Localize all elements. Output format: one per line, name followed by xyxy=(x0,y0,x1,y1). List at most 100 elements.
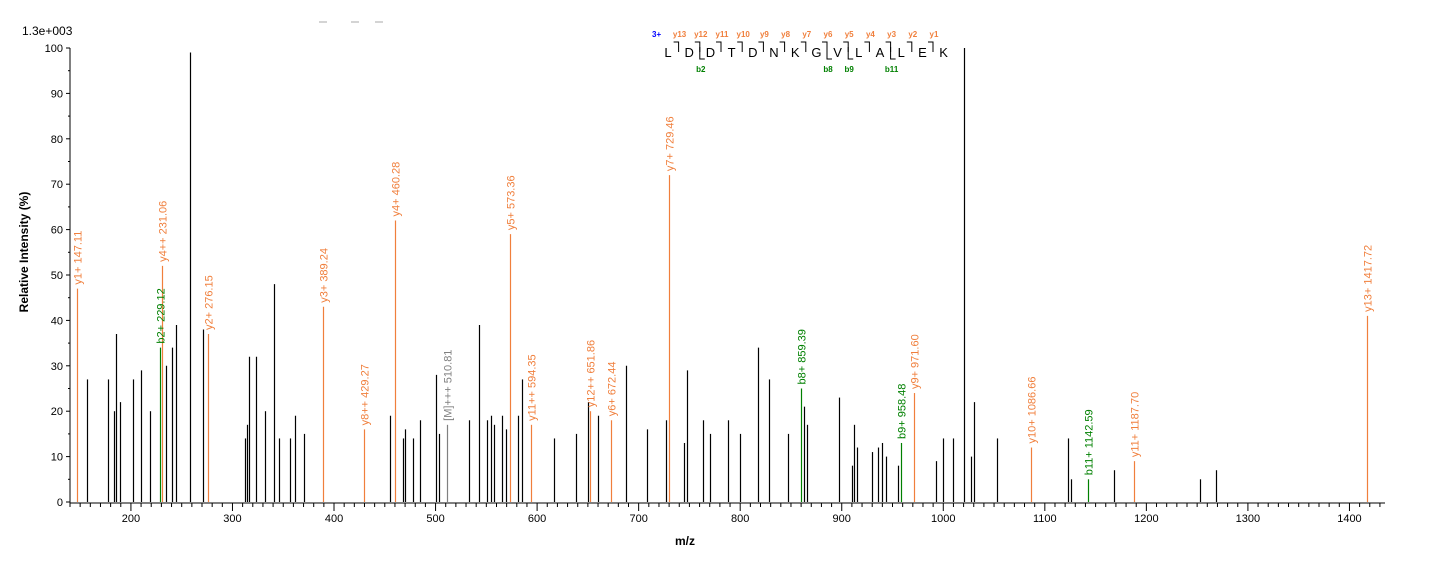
y-axis: 0 10 20 30 40 50 60 70 80 90 100 xyxy=(45,43,71,509)
x-axis: 200 300 400 500 600 700 800 900 1000 1100 1200 1300… xyxy=(69,502,1385,525)
y-tick-label: 70 xyxy=(51,179,63,191)
sequence-residue: A xyxy=(876,45,885,60)
y-ion-bracket xyxy=(906,41,913,52)
y-ion-label: y1 xyxy=(930,30,939,39)
peak-label: b9+ 958.48 xyxy=(897,384,909,439)
sequence-residue: K xyxy=(939,45,948,60)
peak-label: b2+ 229.12 xyxy=(156,288,168,343)
peak-label: y10+ 1086.66 xyxy=(1027,377,1039,444)
sequence-residue: K xyxy=(791,45,800,60)
b-ion-label: b2 xyxy=(696,65,706,74)
y-ion-label: y7 xyxy=(802,30,811,39)
y-tick-label: 90 xyxy=(51,88,63,100)
peak-label: y5+ 573.36 xyxy=(506,175,518,230)
y-tick-label: 20 xyxy=(51,406,63,418)
y-ion-label: y11 xyxy=(716,30,729,39)
y-tick-label: 0 xyxy=(57,497,63,509)
peak-label: y9+ 971.60 xyxy=(910,334,922,389)
x-tick-label: 1200 xyxy=(1134,513,1158,525)
y-ion-bracket xyxy=(737,41,743,52)
sequence-residue: T xyxy=(728,45,736,60)
y-ion-label: y3 xyxy=(887,30,896,39)
x-tick-label: 1000 xyxy=(931,513,955,525)
x-tick-label: 400 xyxy=(325,513,343,525)
y-ion-label: y9 xyxy=(760,30,769,39)
y-axis-title: Relative Intensity (%) xyxy=(17,192,31,313)
y-tick-label: 10 xyxy=(51,452,63,464)
peak-label: y11++ 594.35 xyxy=(527,354,539,420)
peak-labels-layer: y1+ 147.11 b2+ 229.12 y4++ 231.06 y2+ 276.1… xyxy=(73,116,1375,475)
peak-label: y6+ 672.44 xyxy=(607,362,619,417)
peak-label: b8+ 859.39 xyxy=(797,329,809,384)
y-ion-bracket xyxy=(779,41,786,52)
b-ion-bracket xyxy=(826,47,832,60)
y-ion-bracket xyxy=(694,41,701,52)
peak-label: y13+ 1417.72 xyxy=(1363,245,1375,312)
b-ion-bracket xyxy=(847,47,854,60)
y-ion-bracket xyxy=(673,41,680,52)
peak-label: y4++ 231.06 xyxy=(158,201,170,262)
peak-label: y2+ 276.15 xyxy=(204,275,216,330)
peak-label: y4+ 460.28 xyxy=(391,162,403,217)
sequence-residue: G xyxy=(811,45,821,60)
x-axis-title: m/z xyxy=(675,534,695,548)
peak-label: y12++ 651.86 xyxy=(586,340,598,407)
sequence-residue: L xyxy=(855,45,862,60)
peak-label: y1+ 147.11 xyxy=(73,231,85,285)
y-tick-label: 50 xyxy=(51,270,63,282)
intensity-scale-label: 1.3e+003 xyxy=(22,24,73,38)
x-tick-label: 200 xyxy=(122,513,140,525)
y-tick-label: 30 xyxy=(51,361,63,373)
y-ion-label: y5 xyxy=(845,30,854,39)
y-tick-label: 80 xyxy=(51,134,63,146)
sequence-residue: N xyxy=(769,45,778,60)
x-tick-label: 900 xyxy=(833,513,851,525)
peak-label: [M]+++ 510.81 xyxy=(443,350,455,421)
sequence-residue: V xyxy=(833,45,842,60)
sequence-residue: L xyxy=(664,45,671,60)
y-tick-label: 40 xyxy=(51,315,63,327)
b-ion-label: b11 xyxy=(885,65,899,74)
y-ion-label: y10 xyxy=(737,30,751,39)
y-ion-bracket xyxy=(843,41,849,52)
y-ion-bracket xyxy=(864,41,870,52)
sequence-residue: E xyxy=(918,45,927,60)
x-tick-label: 300 xyxy=(223,513,241,525)
sequence-residue: D xyxy=(685,45,694,60)
y-ion-label: y2 xyxy=(908,30,917,39)
x-tick-label: 800 xyxy=(731,513,749,525)
y-ion-label: y12 xyxy=(694,30,708,39)
peak-label: y7+ 729.46 xyxy=(665,116,677,171)
y-ion-bracket xyxy=(928,41,934,52)
y-ion-label: y6 xyxy=(824,30,833,39)
sequence-residue: D xyxy=(748,45,757,60)
b-ion-bracket xyxy=(890,47,896,60)
x-tick-label: 600 xyxy=(528,513,546,525)
y-ion-bracket xyxy=(716,41,722,52)
sequence-residue: D xyxy=(706,45,715,60)
y-ion-label: y13 xyxy=(673,30,687,39)
peak-label: b11+ 1142.59 xyxy=(1084,409,1096,475)
y-tick-label: 60 xyxy=(51,225,63,237)
sequence-residue: L xyxy=(898,45,905,60)
y-ion-label: y4 xyxy=(866,30,875,39)
y-ion-label: y8 xyxy=(781,30,790,39)
peak-label: y8++ 429.27 xyxy=(360,364,372,425)
x-tick-label: 1300 xyxy=(1236,513,1260,525)
x-tick-label: 1100 xyxy=(1033,513,1057,525)
peak-label: y11+ 1187.70 xyxy=(1130,392,1142,457)
x-tick-label: 500 xyxy=(426,513,444,525)
y-tick-label: 100 xyxy=(45,43,63,55)
charge-state: 3+ xyxy=(652,30,661,39)
peaks-layer xyxy=(76,48,1369,502)
y-ion-bracket xyxy=(800,41,807,52)
y-ion-bracket xyxy=(885,41,892,52)
b-ion-label: b8 xyxy=(823,65,833,74)
y-ion-bracket xyxy=(822,41,828,52)
x-tick-label: 700 xyxy=(629,513,647,525)
b-ion-bracket xyxy=(699,47,705,60)
b-ion-label: b9 xyxy=(845,65,855,74)
y-ion-bracket xyxy=(758,41,764,52)
